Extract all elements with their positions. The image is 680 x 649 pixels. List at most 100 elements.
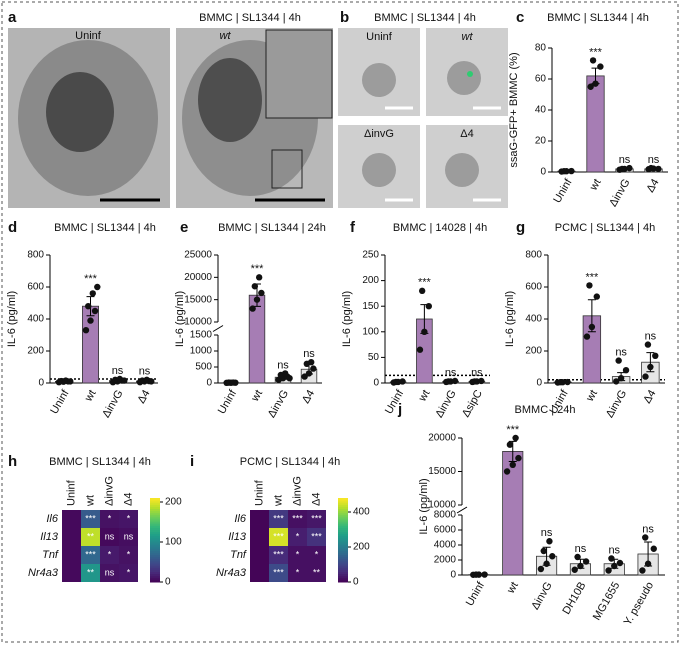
significance: ns xyxy=(277,359,289,371)
inset xyxy=(266,30,332,118)
data-point xyxy=(618,375,624,381)
significance: ns xyxy=(471,367,483,379)
y-tick-label: 50 xyxy=(368,352,380,363)
column-label: wt xyxy=(84,495,96,507)
x-tick-label: ΔinvG xyxy=(607,177,632,209)
cell-annotation: *** xyxy=(311,531,322,541)
data-point xyxy=(121,377,127,383)
data-point xyxy=(426,303,432,309)
data-point xyxy=(592,80,598,86)
cell-annotation: ** xyxy=(87,567,95,577)
significance: *** xyxy=(418,277,432,289)
x-tick-label: wt xyxy=(504,580,520,596)
x-tick-label: Δ4 xyxy=(135,388,152,406)
data-point xyxy=(87,317,93,323)
colorbar-tick-label: 200 xyxy=(353,542,370,553)
data-point xyxy=(568,168,574,174)
row-label: Tnf xyxy=(230,549,247,561)
y-tick-label: 20000 xyxy=(428,433,456,444)
data-point xyxy=(258,290,264,296)
panel-letter: i xyxy=(190,453,194,470)
y-tick-label: 10000 xyxy=(428,500,456,511)
significance: ns xyxy=(642,523,654,535)
cell xyxy=(362,153,396,187)
row-label: Il13 xyxy=(40,531,59,543)
data-point xyxy=(639,567,645,573)
cell-annotation: *** xyxy=(273,531,284,541)
nucleus xyxy=(46,72,114,152)
cell-annotation: *** xyxy=(273,549,284,559)
column-label: Δ4 xyxy=(122,493,134,506)
y-axis-label: IL-6 (pg/ml) xyxy=(174,291,186,347)
significance: *** xyxy=(585,271,599,283)
column-label: wt xyxy=(272,495,284,507)
y-tick-label: 15000 xyxy=(428,466,456,477)
data-point xyxy=(90,290,96,296)
y-axis-label: IL-6 (pg/ml) xyxy=(6,291,18,347)
panel-letter: h xyxy=(8,453,17,470)
x-tick-label: Y. pseudo xyxy=(622,580,656,628)
gfp-signal xyxy=(467,71,473,77)
y-tick-label: 2000 xyxy=(434,555,457,566)
y-tick-label: 1000 xyxy=(190,346,213,357)
significance: ns xyxy=(139,366,151,378)
x-tick-label: ΔsipC xyxy=(460,388,485,419)
data-point xyxy=(515,455,521,461)
heatmap-cell xyxy=(250,546,269,564)
panel-letter: e xyxy=(180,219,188,236)
y-axis-label: IL-6 (pg/ml) xyxy=(418,478,430,534)
data-point xyxy=(393,379,399,385)
data-point xyxy=(286,375,292,381)
x-tick-label: wt xyxy=(584,388,600,404)
data-point xyxy=(543,561,549,567)
data-point xyxy=(589,324,595,330)
y-tick-label: 10000 xyxy=(184,317,212,328)
x-tick-label: wt xyxy=(587,177,603,193)
cell-annotation: *** xyxy=(85,549,96,559)
x-tick-label: ΔinvG xyxy=(604,388,629,420)
row-label: Tnf xyxy=(42,549,59,561)
panel-letter: g xyxy=(516,219,525,236)
x-tick-label: Uninf xyxy=(383,387,407,416)
y-tick-label: 20 xyxy=(535,136,547,147)
y-tick-label: 250 xyxy=(362,250,379,261)
significance: ns xyxy=(112,365,124,377)
cell-annotation: *** xyxy=(273,567,284,577)
bar xyxy=(587,76,604,172)
data-point xyxy=(611,563,617,569)
axis-break xyxy=(213,326,223,332)
x-tick-label: wt xyxy=(249,388,265,404)
cell-annotation: *** xyxy=(273,513,284,523)
data-point xyxy=(306,370,312,376)
image-label: wt xyxy=(462,31,474,43)
heatmap-cell xyxy=(62,510,81,528)
data-point xyxy=(471,378,477,384)
y-tick-label: 400 xyxy=(525,314,542,325)
data-point xyxy=(148,378,154,384)
cell-annotation: * xyxy=(127,567,131,577)
x-tick-label: Uninf xyxy=(464,579,488,608)
cell-annotation: ns xyxy=(124,531,134,541)
panel-title: BMMC | SL1344 | 4h xyxy=(374,12,476,24)
y-tick-label: 200 xyxy=(27,346,44,357)
heatmap-cell xyxy=(62,546,81,564)
x-tick-label: Δ4 xyxy=(641,388,658,406)
y-tick-label: 15000 xyxy=(184,294,212,305)
row-label: Nr4a3 xyxy=(216,567,247,579)
y-tick-label: 0 xyxy=(450,570,456,581)
data-point xyxy=(594,293,600,299)
cell-annotation: * xyxy=(315,549,319,559)
nucleus xyxy=(198,58,262,142)
significance: ns xyxy=(541,527,553,539)
row-label: Il6 xyxy=(46,513,59,525)
data-point xyxy=(617,560,623,566)
y-tick-label: 100 xyxy=(362,326,379,337)
significance: ns xyxy=(615,347,627,359)
y-tick-label: 60 xyxy=(535,74,547,85)
data-point xyxy=(473,571,479,577)
y-tick-label: 0 xyxy=(206,378,212,389)
y-tick-label: 25000 xyxy=(184,250,212,261)
y-tick-label: 800 xyxy=(525,250,542,261)
y-axis-label: IL-6 (pg/ml) xyxy=(341,291,353,347)
